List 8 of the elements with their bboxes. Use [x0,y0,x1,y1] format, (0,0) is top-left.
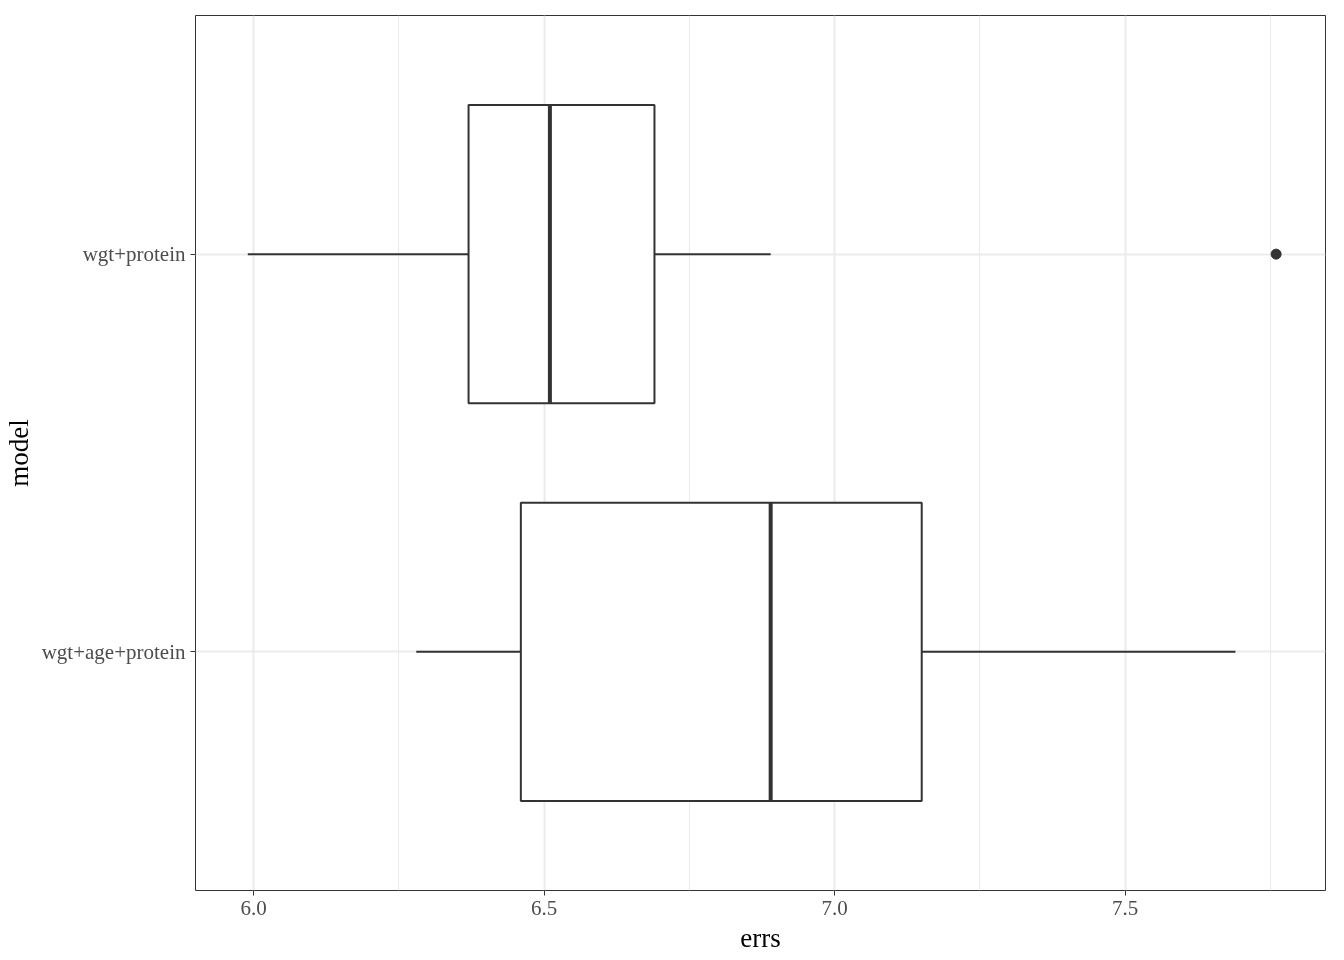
x-tick-label: 6.0 [240,895,267,920]
x-axis-title: errs [740,922,781,953]
x-tick-label: 7.0 [821,895,848,920]
y-tick-label: wgt+protein [82,242,186,267]
y-tick-label: wgt+age+protein [41,639,186,664]
y-axis-title: model [3,419,34,487]
x-tick-label: 7.5 [1111,895,1139,920]
x-tick-label: 6.5 [530,895,558,920]
